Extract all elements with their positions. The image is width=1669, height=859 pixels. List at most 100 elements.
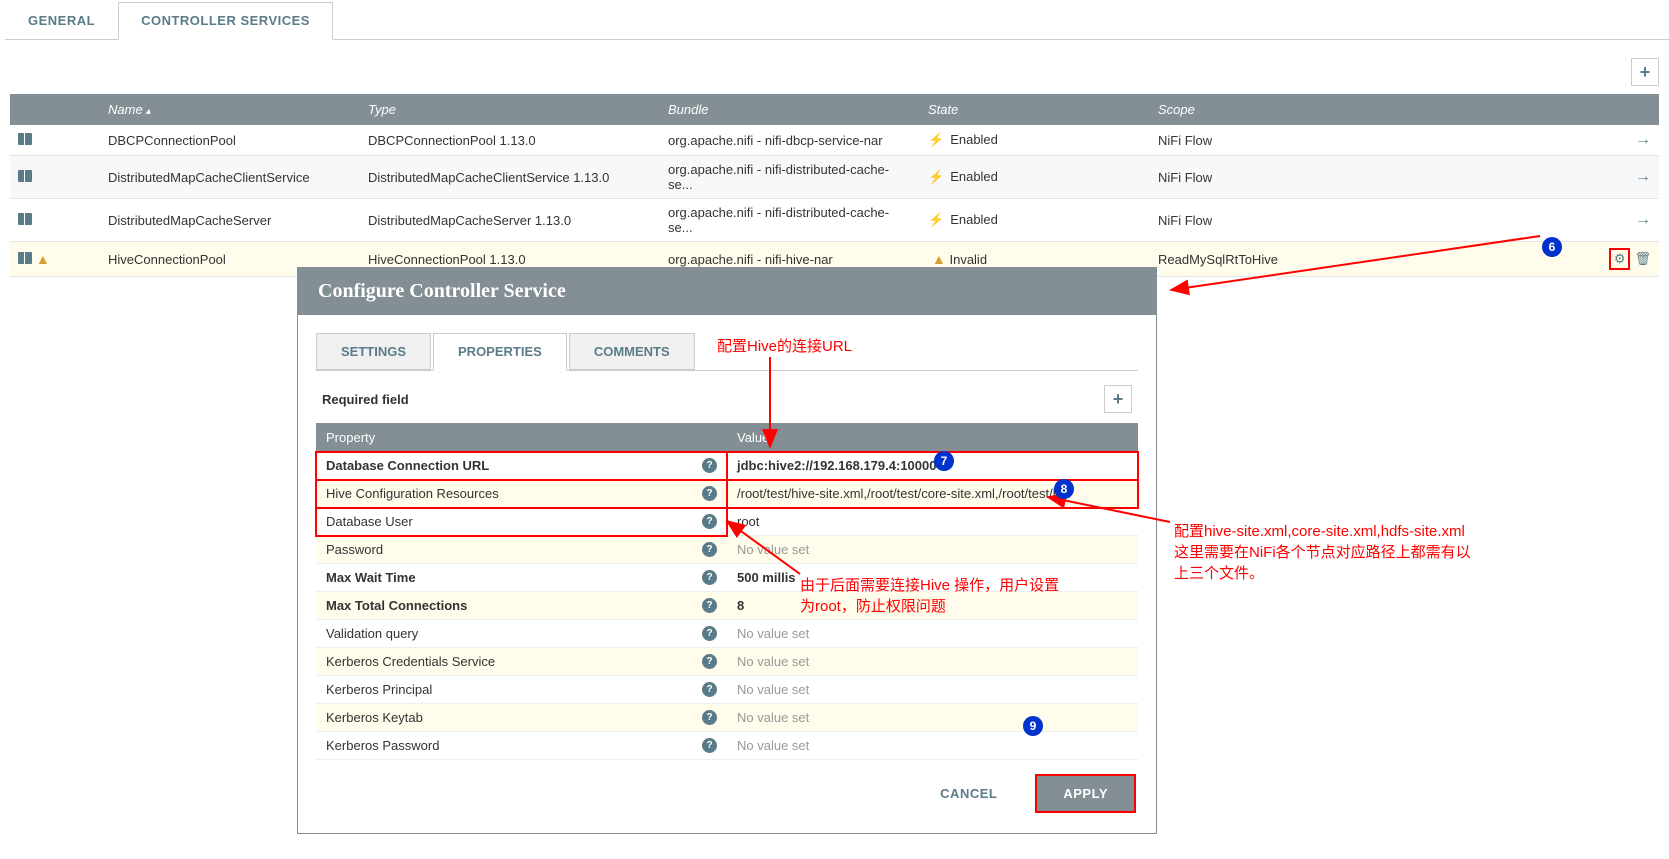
add-property-button[interactable]: + xyxy=(1104,385,1132,413)
cell-type: DBCPConnectionPool 1.13.0 xyxy=(360,125,660,156)
warning-icon: ▲ xyxy=(36,251,50,267)
add-service-button[interactable]: + xyxy=(1631,58,1659,86)
help-icon[interactable]: ? xyxy=(702,598,717,613)
property-row[interactable]: Password?No value set xyxy=(316,536,1138,564)
help-icon[interactable]: ? xyxy=(702,710,717,725)
dialog-tab-settings[interactable]: SETTINGS xyxy=(316,333,431,370)
property-value[interactable]: No value set xyxy=(727,704,1138,732)
help-icon[interactable]: ? xyxy=(702,654,717,669)
bolt-icon: ⚡ xyxy=(928,132,944,147)
cell-bundle: org.apache.nifi - nifi-distributed-cache… xyxy=(660,156,920,199)
cancel-button[interactable]: CANCEL xyxy=(914,776,1023,811)
prop-header-property: Property xyxy=(316,423,727,452)
property-value[interactable]: No value set xyxy=(727,648,1138,676)
help-icon[interactable]: ? xyxy=(702,486,717,501)
dialog-title: Configure Controller Service xyxy=(298,268,1156,315)
cell-scope: ReadMySqlRtToHive xyxy=(1150,242,1599,277)
property-value[interactable]: No value set xyxy=(727,620,1138,648)
tab-controller-services[interactable]: CONTROLLER SERVICES xyxy=(118,2,333,40)
services-table: Name Type Bundle State Scope DBCPConnect… xyxy=(10,94,1659,277)
tab-general[interactable]: GENERAL xyxy=(5,2,118,39)
property-row[interactable]: Kerberos Credentials Service?No value se… xyxy=(316,648,1138,676)
property-name: Hive Configuration Resources? xyxy=(316,480,727,508)
goto-arrow-icon[interactable]: → xyxy=(1635,168,1651,185)
property-value[interactable]: jdbc:hive2://192.168.179.4:10000 xyxy=(727,452,1138,480)
property-name: Max Total Connections? xyxy=(316,592,727,620)
help-icon[interactable]: ? xyxy=(702,458,717,473)
property-row[interactable]: Kerberos Principal?No value set xyxy=(316,676,1138,704)
property-name: Database Connection URL? xyxy=(316,452,727,480)
cell-name: DistributedMapCacheClientService xyxy=(100,156,360,199)
book-icon xyxy=(18,133,32,145)
annotation-xml-3: 上三个文件。 xyxy=(1174,562,1264,583)
dialog-tab-properties[interactable]: PROPERTIES xyxy=(433,333,567,371)
annotation-xml-2: 这里需要在NiFi各个节点对应路径上都需有以 xyxy=(1174,541,1471,562)
help-icon[interactable]: ? xyxy=(702,514,717,529)
gear-icon: ⚙ xyxy=(1614,251,1626,267)
cell-state: ⚡Enabled xyxy=(920,199,1150,242)
property-name: Kerberos Credentials Service? xyxy=(316,648,727,676)
annotation-user-1: 由于后面需要连接Hive 操作，用户设置 xyxy=(800,574,1059,595)
apply-button[interactable]: APPLY xyxy=(1037,776,1134,811)
cell-name: DistributedMapCacheServer xyxy=(100,199,360,242)
cell-bundle: org.apache.nifi - nifi-distributed-cache… xyxy=(660,199,920,242)
annotation-xml-1: 配置hive-site.xml,core-site.xml,hdfs-site.… xyxy=(1174,520,1465,541)
cell-state: ⚡Enabled xyxy=(920,156,1150,199)
property-value[interactable]: /root/test/hive-site.xml,/root/test/core… xyxy=(727,480,1138,508)
badge-6: 6 xyxy=(1542,237,1562,257)
property-name: Kerberos Password? xyxy=(316,732,727,760)
col-scope-header[interactable]: Scope xyxy=(1150,94,1599,125)
property-row[interactable]: Kerberos Password?No value set xyxy=(316,732,1138,760)
book-icon xyxy=(18,213,32,225)
annotation-user-2: 为root，防止权限问题 xyxy=(800,595,946,616)
trash-icon[interactable]: 🗑 xyxy=(1634,251,1651,266)
goto-arrow-icon[interactable]: → xyxy=(1635,131,1651,148)
property-name: Password? xyxy=(316,536,727,564)
property-name: Max Wait Time? xyxy=(316,564,727,592)
table-row[interactable]: DistributedMapCacheClientServiceDistribu… xyxy=(10,156,1659,199)
property-name: Kerberos Keytab? xyxy=(316,704,727,732)
help-icon[interactable]: ? xyxy=(702,570,717,585)
badge-9: 9 xyxy=(1023,716,1043,736)
property-value[interactable]: No value set xyxy=(727,536,1138,564)
col-bundle-header[interactable]: Bundle xyxy=(660,94,920,125)
help-icon[interactable]: ? xyxy=(702,738,717,753)
main-tabs: GENERAL CONTROLLER SERVICES xyxy=(5,2,1669,40)
book-icon xyxy=(18,170,32,182)
col-state-header[interactable]: State xyxy=(920,94,1150,125)
cell-scope: NiFi Flow xyxy=(1150,199,1599,242)
property-row[interactable]: Kerberos Keytab?No value set xyxy=(316,704,1138,732)
property-row[interactable]: Hive Configuration Resources?/root/test/… xyxy=(316,480,1138,508)
property-row[interactable]: Validation query?No value set xyxy=(316,620,1138,648)
col-name-header[interactable]: Name xyxy=(100,94,360,125)
bolt-icon: ⚡ xyxy=(928,212,944,227)
property-value[interactable]: No value set xyxy=(727,676,1138,704)
cell-scope: NiFi Flow xyxy=(1150,156,1599,199)
annotation-url: 配置Hive的连接URL xyxy=(717,335,852,356)
add-service-row: + xyxy=(0,40,1669,94)
cell-bundle: org.apache.nifi - nifi-dbcp-service-nar xyxy=(660,125,920,156)
warning-icon: ▲ xyxy=(932,251,946,267)
cell-type: DistributedMapCacheServer 1.13.0 xyxy=(360,199,660,242)
col-type-header[interactable]: Type xyxy=(360,94,660,125)
badge-7: 7 xyxy=(934,451,954,471)
cell-state: ⚡Enabled xyxy=(920,125,1150,156)
property-name: Validation query? xyxy=(316,620,727,648)
help-icon[interactable]: ? xyxy=(702,542,717,557)
col-actions-header xyxy=(1599,94,1659,125)
bolt-icon: ⚡ xyxy=(928,169,944,184)
col-icon-header xyxy=(10,94,100,125)
property-value[interactable]: root xyxy=(727,508,1138,536)
property-row[interactable]: Max Total Connections?8 xyxy=(316,592,1138,620)
configure-gear-button[interactable]: ⚙ xyxy=(1609,248,1631,270)
help-icon[interactable]: ? xyxy=(702,682,717,697)
table-row[interactable]: DistributedMapCacheServerDistributedMapC… xyxy=(10,199,1659,242)
property-row[interactable]: Database Connection URL?jdbc:hive2://192… xyxy=(316,452,1138,480)
goto-arrow-icon[interactable]: → xyxy=(1635,211,1651,228)
property-value[interactable]: No value set xyxy=(727,732,1138,760)
table-row[interactable]: DBCPConnectionPoolDBCPConnectionPool 1.1… xyxy=(10,125,1659,156)
cell-name: DBCPConnectionPool xyxy=(100,125,360,156)
dialog-tab-comments[interactable]: COMMENTS xyxy=(569,333,695,370)
property-row[interactable]: Database User?root xyxy=(316,508,1138,536)
help-icon[interactable]: ? xyxy=(702,626,717,641)
